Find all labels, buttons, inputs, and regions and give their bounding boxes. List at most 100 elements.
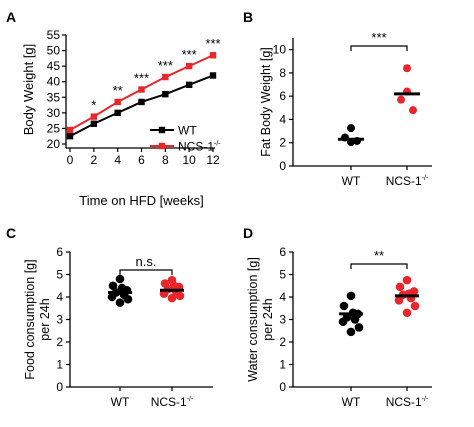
panel-c-category-label-ncs1: NCS-1-/- bbox=[151, 395, 194, 409]
panel-c-point-wt bbox=[108, 281, 118, 291]
panel-b-point-ncs1 bbox=[409, 106, 417, 115]
panel-d-y-tick-label: 6 bbox=[279, 245, 286, 259]
panel-a-y-tick-label: 25 bbox=[47, 121, 61, 135]
panel-letter-b: B bbox=[243, 9, 253, 25]
panel-d-point-wt bbox=[354, 323, 364, 332]
panel-d-significance-label: ** bbox=[374, 248, 384, 263]
panel-a-significance-mark: *** bbox=[134, 71, 149, 86]
panel-d-point-wt bbox=[346, 291, 356, 301]
panel-d-y-tick-label: 5 bbox=[279, 268, 286, 282]
panel-d-point-ncs1 bbox=[402, 308, 412, 318]
panel-c-point-wt bbox=[123, 294, 133, 304]
panel-a-y-tick-label: 50 bbox=[47, 44, 61, 58]
panel-a-x-tick-label: 4 bbox=[114, 153, 121, 167]
panel-d-category-label-ncs1-superscript: -/- bbox=[422, 396, 429, 403]
panel-b-y-tick-label: 8 bbox=[279, 66, 286, 80]
panel-a-legend-marker-ncs1 bbox=[158, 142, 166, 150]
panel-d-point-ncs1 bbox=[394, 296, 404, 305]
panel-c-point-wt bbox=[115, 298, 125, 307]
panel-c-point-wt bbox=[107, 292, 117, 302]
panel-d-point-ncs1 bbox=[402, 275, 412, 285]
panel-c-category-label-wt: WT bbox=[111, 395, 130, 409]
panel-d-point-ncs1 bbox=[410, 301, 420, 311]
panel-d-point-wt bbox=[346, 327, 356, 337]
panel-b-significance-bracket bbox=[350, 45, 408, 51]
panel-c-y-tick-label: 4 bbox=[56, 290, 63, 304]
panel-a-y-tick-label: 55 bbox=[47, 28, 61, 42]
panel-a-significance-mark: ** bbox=[113, 83, 123, 98]
panel-a-legend-label-ncs1: NCS-1-/- bbox=[178, 140, 221, 154]
panel-c-point-wt bbox=[117, 283, 127, 293]
panel-a-point-ncs1 bbox=[90, 113, 98, 120]
panel-c-point-ncs1 bbox=[169, 281, 179, 291]
panel-d-y-axis-label-line-1: Water consumption [g] bbox=[246, 257, 260, 382]
panel-a-point-wt bbox=[162, 90, 169, 98]
panel-b-category-label-ncs1-superscript: -/- bbox=[422, 175, 429, 182]
panel-a-legend-label-ncs1-text: NCS-1 bbox=[178, 140, 214, 154]
panel-a-x-tick-label: 2 bbox=[90, 153, 97, 167]
panel-a-significance-mark: *** bbox=[158, 58, 173, 73]
panel-a-y-tick-label: 45 bbox=[47, 59, 61, 73]
panel-d-y-axis-label-line-2: per 24h bbox=[261, 298, 275, 340]
panel-letter-a: A bbox=[6, 9, 16, 25]
panel-a-y-tick-label: 20 bbox=[47, 137, 61, 151]
panel-b-y-tick-label: 0 bbox=[279, 159, 286, 173]
panel-a-legend-marker-wt bbox=[158, 126, 166, 134]
panel-a-y-tick-label: 35 bbox=[47, 90, 61, 104]
panel-a-point-ncs1 bbox=[66, 126, 74, 134]
panel-a-legend-label-wt-text: WT bbox=[178, 124, 197, 138]
panel-a-x-tick-label: 10 bbox=[182, 153, 196, 167]
panel-c-y-tick-label: 0 bbox=[56, 380, 63, 394]
panel-b-y-tick-label: 4 bbox=[279, 112, 286, 126]
panel-a-x-axis-label: Time on HFD [weeks] bbox=[79, 193, 204, 208]
panel-a-x-tick-label: 12 bbox=[206, 153, 220, 167]
panel-a-point-wt bbox=[90, 120, 98, 127]
panel-a-legend-label-ncs1-superscript: -/- bbox=[214, 141, 221, 148]
panel-c-point-wt bbox=[115, 274, 125, 284]
panel-b-point-ncs1 bbox=[403, 64, 411, 73]
panel-b-point-ncs1 bbox=[397, 95, 405, 104]
panel-d-y-tick-label: 1 bbox=[279, 358, 286, 372]
panel-d-y-tick-label: 3 bbox=[279, 313, 286, 327]
panel-a-point-ncs1 bbox=[162, 73, 169, 81]
panel-b-significance-label: *** bbox=[371, 30, 386, 45]
panel-c-y-tick-label: 2 bbox=[56, 335, 63, 349]
panel-b-y-tick-label: 2 bbox=[279, 136, 286, 150]
panel-c-category-label-wt-text: WT bbox=[111, 395, 130, 409]
panel-d-point-ncs1 bbox=[395, 282, 405, 292]
panel-b-point-wt bbox=[347, 124, 355, 133]
panel-c-category-label-ncs1-text: NCS-1 bbox=[151, 395, 187, 409]
panel-c-category-label-ncs1-superscript: -/- bbox=[187, 396, 194, 403]
panel-b-category-label-wt-text: WT bbox=[342, 174, 361, 188]
panel-c-significance-label: n.s. bbox=[136, 254, 157, 269]
panel-d-point-wt bbox=[339, 301, 349, 311]
panel-c-point-ncs1 bbox=[167, 293, 177, 303]
panel-d-y-tick-label: 0 bbox=[279, 380, 286, 394]
panel-d-y-tick-label: 2 bbox=[279, 335, 286, 349]
panel-c-y-axis-label-line-2: per 24h bbox=[38, 298, 52, 340]
panel-b-y-tick-label: 6 bbox=[279, 89, 286, 103]
panel-c-y-tick-label: 5 bbox=[56, 268, 63, 282]
panel-b-y-tick-label: 10 bbox=[273, 43, 287, 57]
panel-a-point-wt bbox=[209, 72, 217, 79]
panel-c-y-tick-label: 1 bbox=[56, 358, 63, 372]
panel-a-x-tick-label: 8 bbox=[162, 153, 169, 167]
panel-a-significance-mark: *** bbox=[182, 47, 197, 62]
panel-d-category-label-wt: WT bbox=[342, 395, 361, 409]
panel-a-point-ncs1 bbox=[138, 86, 145, 93]
panel-b-y-axis-label: Fat Body Weight [g] bbox=[259, 47, 273, 157]
panel-a-point-wt bbox=[138, 98, 145, 106]
panel-a-y-axis-label: Body Weight [g] bbox=[21, 44, 36, 136]
panel-d-point-wt bbox=[338, 317, 348, 327]
panel-a-significance-mark: *** bbox=[205, 36, 220, 51]
panel-letter-d: D bbox=[243, 225, 253, 241]
panel-d-category-label-wt-text: WT bbox=[342, 395, 361, 409]
panel-d-point-wt bbox=[350, 315, 360, 324]
panel-a-x-tick-label: 6 bbox=[138, 153, 145, 167]
panel-d-category-label-ncs1: NCS-1-/- bbox=[386, 395, 429, 409]
panel-c-significance-bracket bbox=[119, 269, 173, 275]
panel-d-significance-bracket bbox=[350, 263, 408, 269]
panel-c-y-tick-label: 3 bbox=[56, 313, 63, 327]
panel-a-legend-label-wt: WT bbox=[178, 124, 197, 138]
